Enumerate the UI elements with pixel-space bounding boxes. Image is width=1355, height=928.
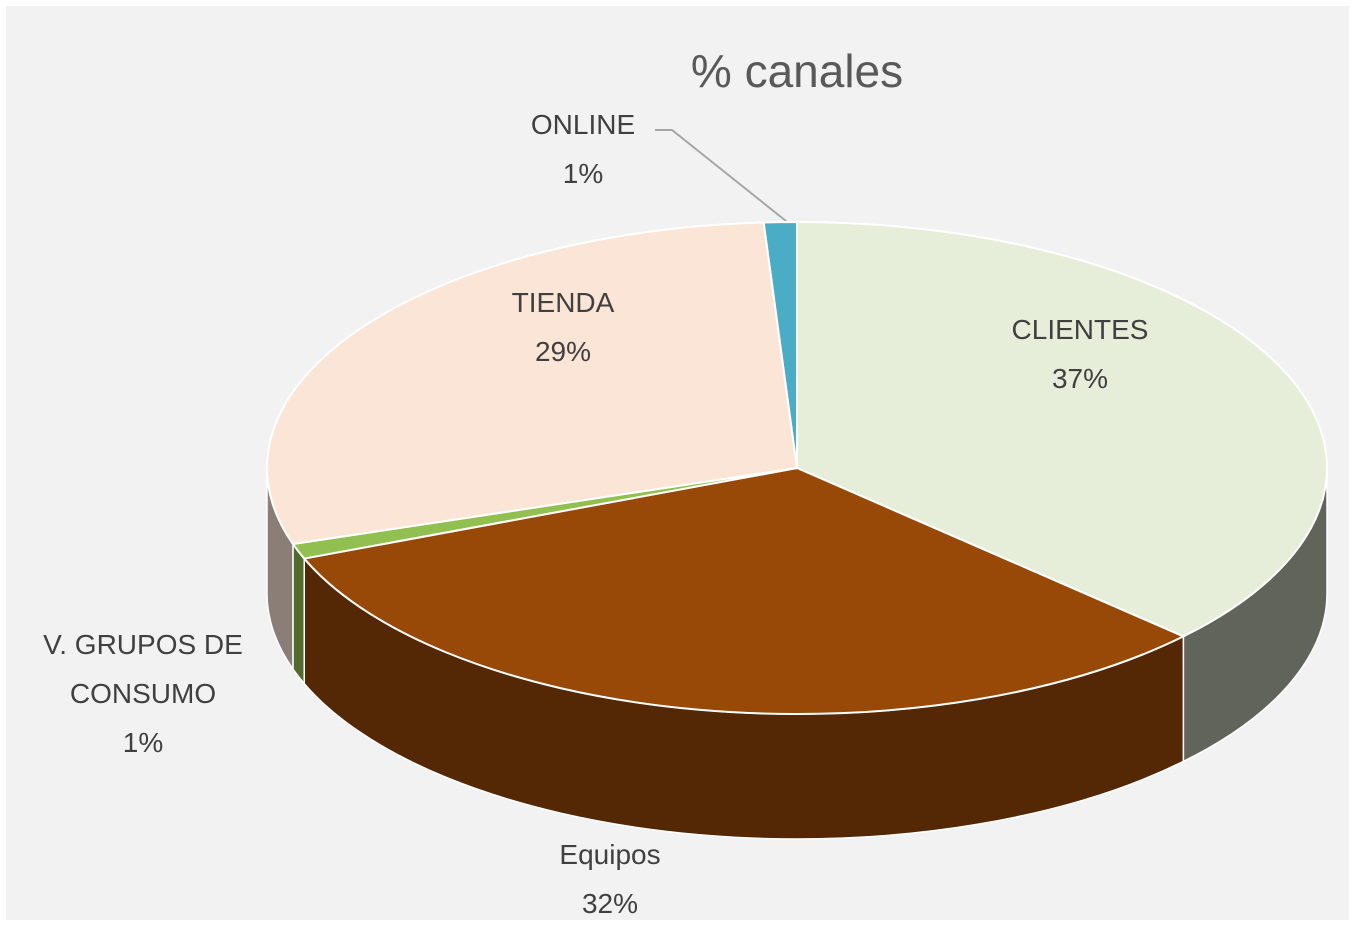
- slice: [762, 220, 798, 469]
- slice-side: [292, 541, 305, 686]
- category-label: TIENDA: [511, 287, 615, 318]
- chart-title: % canales: [690, 45, 904, 97]
- value-label: 1%: [562, 158, 604, 189]
- value-label: 32%: [581, 888, 639, 919]
- value-label: 37%: [1051, 363, 1109, 394]
- value-label: 1%: [122, 727, 164, 758]
- data-label: CLIENTES 37%: [1012, 305, 1149, 403]
- data-label: ONLINE 1%: [531, 100, 635, 198]
- category-label: CLIENTES: [1011, 314, 1149, 345]
- slice: [266, 221, 799, 546]
- category-label: Equipos: [559, 839, 661, 870]
- value-label: 29%: [534, 336, 592, 367]
- data-label: Equipos 32%: [559, 830, 660, 928]
- data-label: TIENDA 29%: [512, 278, 615, 376]
- category-label: V. GRUPOS DE CONSUMO: [43, 629, 243, 709]
- slice: [796, 220, 1328, 638]
- data-label: V. GRUPOS DE CONSUMO 1%: [13, 620, 273, 767]
- slice: [302, 466, 1186, 715]
- category-label: ONLINE: [530, 109, 636, 140]
- leader-line: [655, 129, 787, 222]
